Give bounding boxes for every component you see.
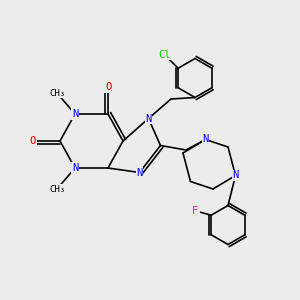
Text: O: O <box>105 82 111 92</box>
Text: N: N <box>136 167 142 178</box>
Text: N: N <box>72 109 78 119</box>
Text: CH₃: CH₃ <box>49 184 65 194</box>
Text: F: F <box>191 206 198 216</box>
Text: N: N <box>146 113 152 124</box>
Text: N: N <box>72 163 78 173</box>
Text: CH₃: CH₃ <box>49 88 65 98</box>
Text: Cl: Cl <box>158 50 171 60</box>
Text: N: N <box>232 170 238 181</box>
Text: O: O <box>30 136 36 146</box>
Text: N: N <box>202 134 208 145</box>
